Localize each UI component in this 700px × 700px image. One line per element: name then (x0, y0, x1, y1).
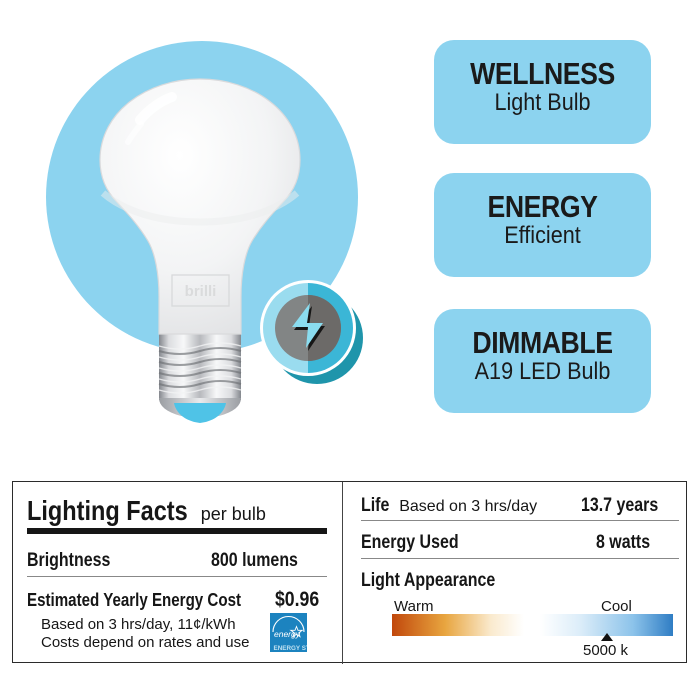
svg-text:ENERGY STAR: ENERGY STAR (274, 645, 308, 652)
svg-text:brilli: brilli (185, 283, 217, 300)
